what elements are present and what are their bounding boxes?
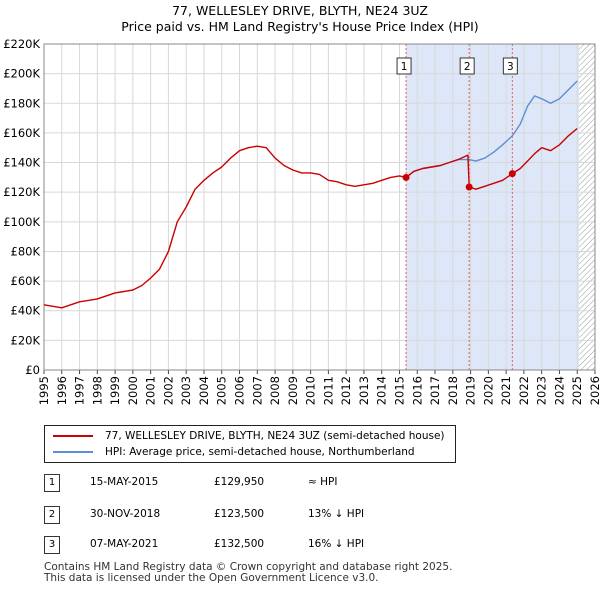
- x-tick-label: 1998: [90, 376, 104, 405]
- sale-price: £132,500: [214, 538, 265, 550]
- x-tick-label: 2006: [233, 376, 247, 405]
- x-tick-label: 2007: [250, 376, 264, 405]
- x-tick-label: 2011: [321, 376, 335, 405]
- sale-marker-label: 3: [507, 61, 514, 73]
- x-tick-label: 1995: [37, 376, 51, 405]
- sale-marker-box: [396, 57, 412, 75]
- sale-date: 15-MAY-2015: [90, 476, 159, 488]
- sale-number-badge: 1: [44, 474, 60, 492]
- footer-licence: This data is licensed under the Open Gov…: [44, 572, 379, 584]
- legend-swatch-hpi: [53, 451, 93, 453]
- x-tick-label: 2019: [464, 376, 478, 405]
- y-tick-label: £40K: [11, 304, 41, 318]
- sale-number-badge: 2: [44, 506, 60, 524]
- x-tick-label: 1999: [108, 376, 122, 405]
- x-tick-label: 2016: [410, 376, 424, 405]
- shaded-region: [406, 44, 580, 370]
- x-tick-label: 1997: [73, 376, 87, 405]
- x-tick-label: 2020: [481, 376, 495, 405]
- sale-hpi-relation: ≈ HPI: [308, 476, 338, 488]
- x-tick-label: 2009: [286, 376, 300, 405]
- legend: 77, WELLESLEY DRIVE, BLYTH, NE24 3UZ (se…: [44, 425, 456, 463]
- y-tick-label: £60K: [11, 274, 41, 288]
- x-tick-label: 2000: [126, 376, 140, 405]
- sale-price: £129,950: [214, 476, 265, 488]
- footer-copyright: Contains HM Land Registry data © Crown c…: [44, 561, 453, 573]
- sale-marker-label: 2: [464, 61, 471, 73]
- sale-hpi-relation: 13% ↓ HPI: [308, 508, 365, 520]
- sale-row-1: 1 15-MAY-2015 £129,950 ≈ HPI: [44, 474, 464, 494]
- x-tick-label: 2018: [446, 376, 460, 405]
- sale-marker-box: [459, 57, 475, 75]
- forecast-hatch: [579, 44, 595, 370]
- legend-label-property: 77, WELLESLEY DRIVE, BLYTH, NE24 3UZ (se…: [105, 430, 445, 442]
- x-tick-label: 2004: [197, 376, 211, 405]
- property-price-line: [43, 127, 578, 309]
- sale-date: 30-NOV-2018: [90, 508, 161, 520]
- x-tick-label: 2005: [215, 376, 229, 405]
- x-tick-label: 2008: [268, 376, 282, 405]
- legend-label-hpi: HPI: Average price, semi-detached house,…: [105, 446, 415, 458]
- x-tick-label: 2012: [339, 376, 353, 405]
- sale-hpi-relation: 16% ↓ HPI: [308, 538, 365, 550]
- y-tick-label: £20K: [11, 333, 41, 347]
- x-tick-label: 2010: [304, 376, 318, 405]
- x-tick-label: 2002: [161, 376, 175, 405]
- chart-title: 77, WELLESLEY DRIVE, BLYTH, NE24 3UZ: [172, 3, 428, 18]
- x-tick-label: 2003: [179, 376, 193, 405]
- sale-price: £123,500: [214, 508, 265, 520]
- y-tick-label: £160K: [3, 126, 40, 140]
- y-tick-label: £80K: [11, 244, 41, 258]
- y-tick-label: £220K: [3, 37, 40, 51]
- sale-date: 07-MAY-2021: [90, 538, 159, 550]
- plot-frame: [43, 43, 596, 371]
- y-tick-label: £200K: [3, 67, 40, 81]
- x-tick-label: 2025: [570, 376, 584, 405]
- legend-swatch-property: [53, 435, 93, 437]
- x-tick-label: 2013: [357, 376, 371, 405]
- sale-marker-label: 1: [401, 61, 408, 73]
- x-tick-label: 2014: [375, 376, 389, 405]
- sale-marker-box: [502, 57, 518, 75]
- sale-row-3: 3 07-MAY-2021 £132,500 16% ↓ HPI: [44, 536, 464, 556]
- sale-point: [465, 183, 473, 191]
- x-tick-label: 1996: [55, 376, 69, 405]
- y-tick-label: £0: [25, 363, 40, 377]
- price-chart: £0 £20K £40K £60K £80K £100K £120K £140K £160K £1…: [3, 37, 600, 405]
- sale-point: [402, 173, 410, 181]
- x-tick-label: 2026: [588, 376, 600, 405]
- y-tick-label: £120K: [3, 185, 40, 199]
- legend-item-property: 77, WELLESLEY DRIVE, BLYTH, NE24 3UZ (se…: [53, 429, 445, 443]
- x-tick-label: 2001: [144, 376, 158, 405]
- x-tick-label: 2024: [552, 376, 566, 405]
- x-tick-label: 2023: [535, 376, 549, 405]
- y-tick-label: £140K: [3, 156, 40, 170]
- x-tick-label: 2017: [428, 376, 442, 405]
- sale-row-2: 2 30-NOV-2018 £123,500 13% ↓ HPI: [44, 506, 464, 526]
- y-tick-label: £100K: [3, 215, 40, 229]
- x-tick-label: 2021: [499, 376, 513, 405]
- sale-point: [508, 170, 516, 178]
- legend-item-hpi: HPI: Average price, semi-detached house,…: [53, 445, 415, 459]
- y-tick-label: £180K: [3, 96, 40, 110]
- chart-subtitle: Price paid vs. HM Land Registry's House …: [121, 19, 479, 34]
- x-tick-label: 2015: [392, 376, 406, 405]
- x-tick-label: 2022: [517, 376, 531, 405]
- sale-number-badge: 3: [44, 536, 60, 554]
